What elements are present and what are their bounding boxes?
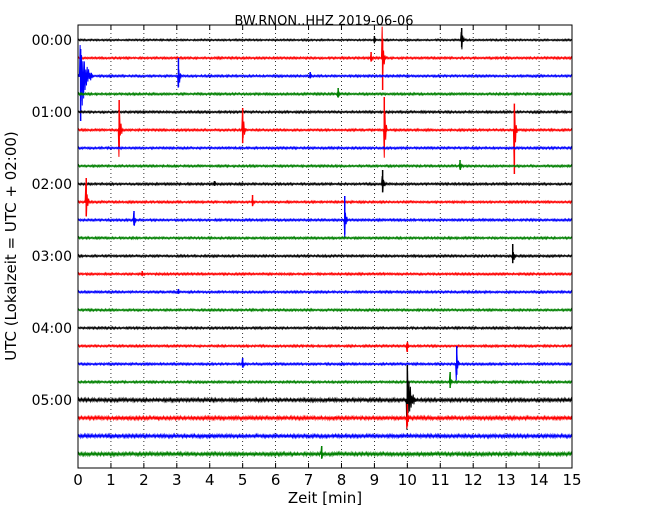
trace-0445 [77, 373, 573, 386]
y-axis-ticks: 00:00 01:00 02:00 03:00 04:00 05:00 [32, 33, 572, 409]
x-tick-label: 0 [73, 471, 83, 489]
x-tick-label: 14 [530, 471, 549, 489]
x-tick-label: 4 [205, 471, 215, 489]
trace-0545 [77, 446, 573, 459]
trace-0230 [77, 212, 573, 239]
x-tick-label: 7 [304, 471, 314, 489]
chart-title: BW.RNON..HHZ 2019-06-06 [234, 14, 413, 29]
trace-0130 [77, 145, 573, 151]
trace-0315 [77, 271, 573, 277]
trace-0045 [77, 90, 573, 98]
trace-0415 [77, 341, 573, 352]
x-axis-ticks: 0 1 2 3 4 5 6 7 8 9 10 11 12 13 14 15 [73, 25, 582, 489]
trace-0345 [77, 307, 573, 313]
trace-0530 [77, 432, 573, 440]
y-tick-label: 01:00 [32, 105, 72, 121]
trace-0200 [77, 175, 573, 192]
x-tick-label: 1 [106, 471, 116, 489]
trace-0330 [77, 288, 573, 295]
x-tick-label: 9 [370, 471, 380, 489]
trace-0515 [77, 409, 573, 429]
x-axis-label: Zeit [min] [288, 489, 362, 507]
traces-group [77, 26, 573, 459]
y-tick-label: 05:00 [32, 393, 72, 409]
y-tick-label: 02:00 [32, 177, 72, 193]
trace-0115 [77, 112, 573, 167]
y-tick-label: 00:00 [32, 33, 72, 49]
x-tick-label: 2 [139, 471, 149, 489]
trace-0245 [77, 235, 573, 241]
x-tick-label: 15 [562, 471, 581, 489]
trace-0145 [77, 162, 573, 171]
trace-0015 [77, 26, 573, 74]
y-tick-label: 03:00 [32, 249, 72, 265]
x-tick-label: 8 [337, 471, 347, 489]
x-tick-label: 13 [497, 471, 516, 489]
plot-frame [77, 24, 573, 469]
trace-0430 [77, 353, 573, 381]
x-tick-label: 3 [172, 471, 182, 489]
x-tick-label: 10 [398, 471, 417, 489]
trace-0300 [77, 252, 573, 263]
y-tick-label: 04:00 [32, 321, 72, 337]
x-tick-label: 6 [271, 471, 281, 489]
trace-0500 [77, 370, 573, 430]
trace-0100 [77, 109, 573, 115]
trace-0000 [77, 31, 573, 50]
x-tick-label: 12 [464, 471, 483, 489]
trace-0215 [77, 183, 573, 217]
trace-0400 [77, 325, 573, 331]
trace-0030 [77, 44, 573, 106]
x-tick-label: 11 [431, 471, 450, 489]
x-tick-label: 5 [238, 471, 248, 489]
y-axis-label: UTC (Lokalzeit = UTC + 02:00) [2, 131, 20, 361]
